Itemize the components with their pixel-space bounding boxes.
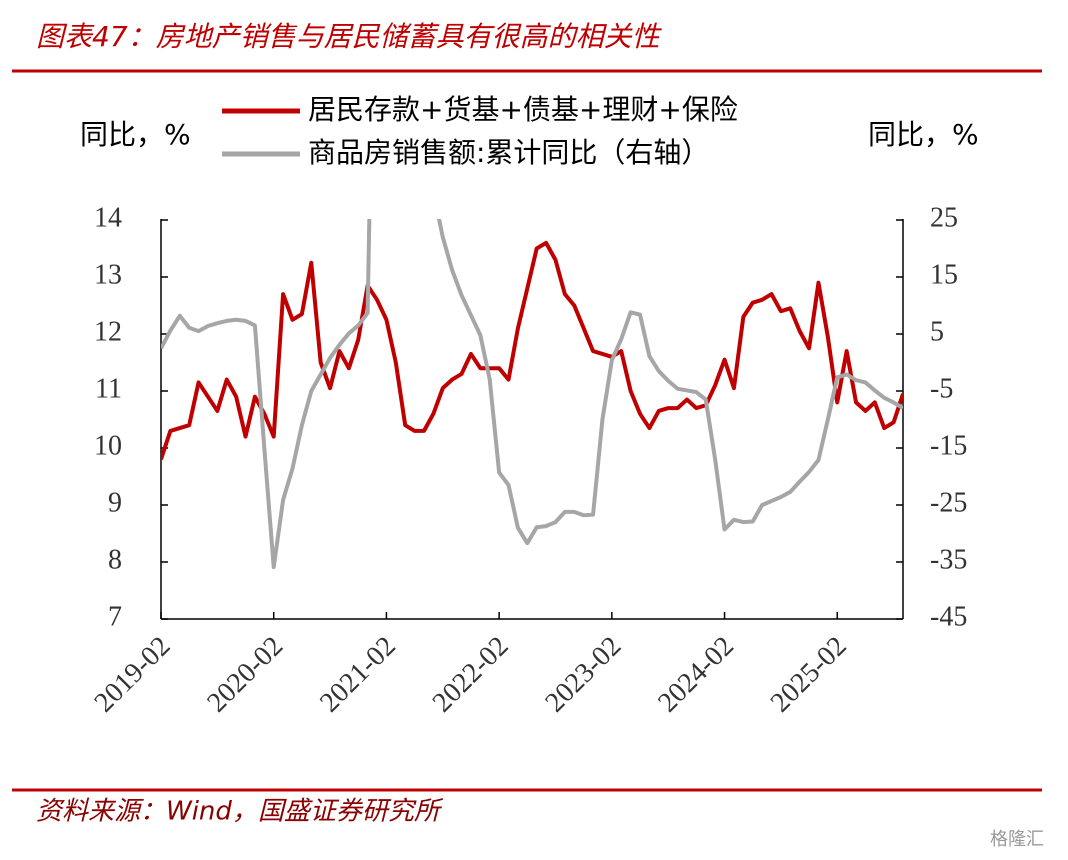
y-tick-label: 11 [95, 373, 122, 404]
y-axis-label: 同比，% [80, 118, 191, 151]
y-tick-label: 13 [94, 259, 122, 290]
chart-title: 图表47：房地产销售与居民储蓄具有很高的相关性 [36, 20, 663, 53]
y-tick-label: 9 [108, 487, 122, 518]
plot-area [161, 219, 903, 570]
y-tick-label: 14 [94, 202, 122, 233]
x-tick-label: 2024-02 [652, 631, 740, 719]
y2-tick-label: -15 [930, 430, 967, 461]
legend-label: 居民存款+货基+债基+理财+保险 [308, 93, 738, 126]
y2-tick-label: -25 [930, 487, 967, 518]
y2-axis-label: 同比，% [868, 118, 979, 151]
x-tick-label: 2023-02 [539, 631, 627, 719]
y2-tick-label: -45 [930, 601, 967, 632]
y2-tick-label: 25 [930, 202, 958, 233]
y-tick-label: 8 [108, 544, 122, 575]
y2-tick-label: -35 [930, 544, 967, 575]
x-tick-label: 2022-02 [427, 631, 515, 719]
x-tick-label: 2021-02 [314, 631, 402, 719]
legend-label: 商品房销售额:累计同比（右轴） [308, 136, 709, 169]
series-line [161, 240, 903, 461]
watermark: 格隆汇 [990, 829, 1044, 850]
x-tick-label: 2019-02 [89, 631, 177, 719]
y2-tick-label: 15 [930, 259, 958, 290]
y2-tick-label: 5 [930, 316, 944, 347]
y-tick-label: 7 [108, 601, 122, 632]
y2-tick-label: -5 [930, 373, 953, 404]
source: 资料来源：Wind，国盛证券研究所 [36, 797, 444, 827]
y-tick-label: 12 [94, 316, 122, 347]
x-tick-label: 2020-02 [201, 631, 289, 719]
x-tick-label: 2025-02 [765, 631, 853, 719]
y-tick-label: 10 [94, 430, 122, 461]
series-line [161, 219, 903, 570]
